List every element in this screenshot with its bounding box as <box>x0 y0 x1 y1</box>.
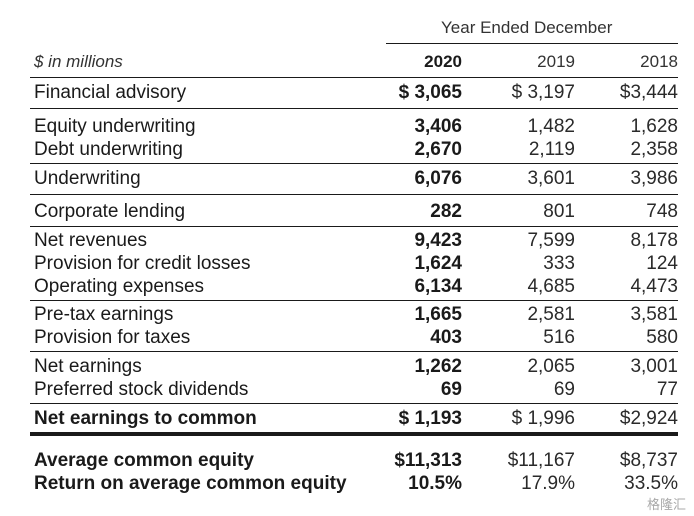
thick-rule <box>30 432 678 436</box>
row-label-underwriting: Underwriting <box>34 168 141 189</box>
value-2020: $ 3,065 <box>398 82 462 103</box>
value-2018: 8,178 <box>630 230 678 251</box>
value-2020: 1,624 <box>414 253 462 274</box>
value-2019: 4,685 <box>527 276 575 297</box>
year-2018-header: 2018 <box>640 52 678 71</box>
row-label-net-revenues: Net revenues <box>34 230 148 251</box>
value-2019: $ 3,197 <box>511 82 575 103</box>
row-divider <box>30 403 678 404</box>
value-2019: 801 <box>543 201 575 222</box>
column-header-rule <box>30 77 678 78</box>
row-divider <box>30 351 678 352</box>
value-2018: $2,924 <box>619 408 678 429</box>
value-2020: $11,313 <box>394 450 462 471</box>
row-divider <box>30 108 678 109</box>
row-label-operating-expenses: Operating expenses <box>34 276 205 297</box>
value-2018: 124 <box>646 253 678 274</box>
value-2019: 3,601 <box>527 168 575 189</box>
row-divider <box>30 163 678 164</box>
header-rule <box>386 43 678 44</box>
value-2019: $ 1,996 <box>511 408 575 429</box>
value-2018: 748 <box>646 201 678 222</box>
value-2019: 516 <box>543 327 575 348</box>
units-label: $ in millions <box>34 52 123 71</box>
value-2020: 1,665 <box>414 304 462 325</box>
value-2018: 3,986 <box>630 168 678 189</box>
value-2018: 33.5% <box>624 473 678 494</box>
row-label-pre-tax-earnings: Pre-tax earnings <box>34 304 174 325</box>
value-2018: 3,581 <box>630 304 678 325</box>
value-2020: 3,406 <box>414 116 462 137</box>
value-2020: 403 <box>430 327 462 348</box>
value-2019: 2,581 <box>527 304 575 325</box>
value-2018: 77 <box>656 379 678 400</box>
value-2019: 69 <box>553 379 575 400</box>
row-label-net-earnings-to-common: Net earnings to common <box>34 408 257 429</box>
value-2020: 2,670 <box>414 139 462 160</box>
value-2019: 17.9% <box>521 473 575 494</box>
period-title: Year Ended December <box>441 18 613 37</box>
value-2020: 6,134 <box>414 276 462 297</box>
row-divider <box>30 300 678 301</box>
value-2018: $8,737 <box>619 450 678 471</box>
row-label-debt-underwriting: Debt underwriting <box>34 139 183 160</box>
row-label-average-common-equity: Average common equity <box>34 450 254 471</box>
row-label-provision-for-taxes: Provision for taxes <box>34 327 191 348</box>
value-2019: $11,167 <box>507 450 575 471</box>
row-label-provision-credit-losses: Provision for credit losses <box>34 253 251 274</box>
row-label-return-on-average-common-equity: Return on average common equity <box>34 473 347 494</box>
value-2018: 1,628 <box>630 116 678 137</box>
row-label-financial-advisory: Financial advisory <box>34 82 187 103</box>
value-2019: 1,482 <box>527 116 575 137</box>
value-2019: 2,119 <box>528 139 575 160</box>
year-2020-header: 2020 <box>424 52 462 71</box>
row-label-preferred-stock-dividends: Preferred stock dividends <box>34 379 249 400</box>
value-2018: $3,444 <box>619 82 678 103</box>
row-label-corporate-lending: Corporate lending <box>34 201 186 222</box>
value-2019: 2,065 <box>527 356 575 377</box>
row-divider <box>30 194 678 195</box>
row-divider <box>30 226 678 227</box>
value-2019: 333 <box>543 253 575 274</box>
row-label-equity-underwriting: Equity underwriting <box>34 116 196 137</box>
value-2018: 3,001 <box>630 356 678 377</box>
watermark-logo: 格隆汇 <box>646 497 686 512</box>
value-2020: 10.5% <box>408 473 462 494</box>
value-2019: 7,599 <box>527 230 575 251</box>
value-2018: 2,358 <box>630 139 678 160</box>
value-2020: 9,423 <box>414 230 462 251</box>
value-2020: 1,262 <box>414 356 462 377</box>
value-2020: 6,076 <box>414 168 462 189</box>
year-2019-header: 2019 <box>537 52 575 71</box>
row-label-net-earnings: Net earnings <box>34 356 142 377</box>
value-2018: 4,473 <box>630 276 678 297</box>
value-2018: 580 <box>646 327 678 348</box>
value-2020: $ 1,193 <box>398 408 462 429</box>
value-2020: 69 <box>440 379 462 400</box>
value-2020: 282 <box>430 201 462 222</box>
